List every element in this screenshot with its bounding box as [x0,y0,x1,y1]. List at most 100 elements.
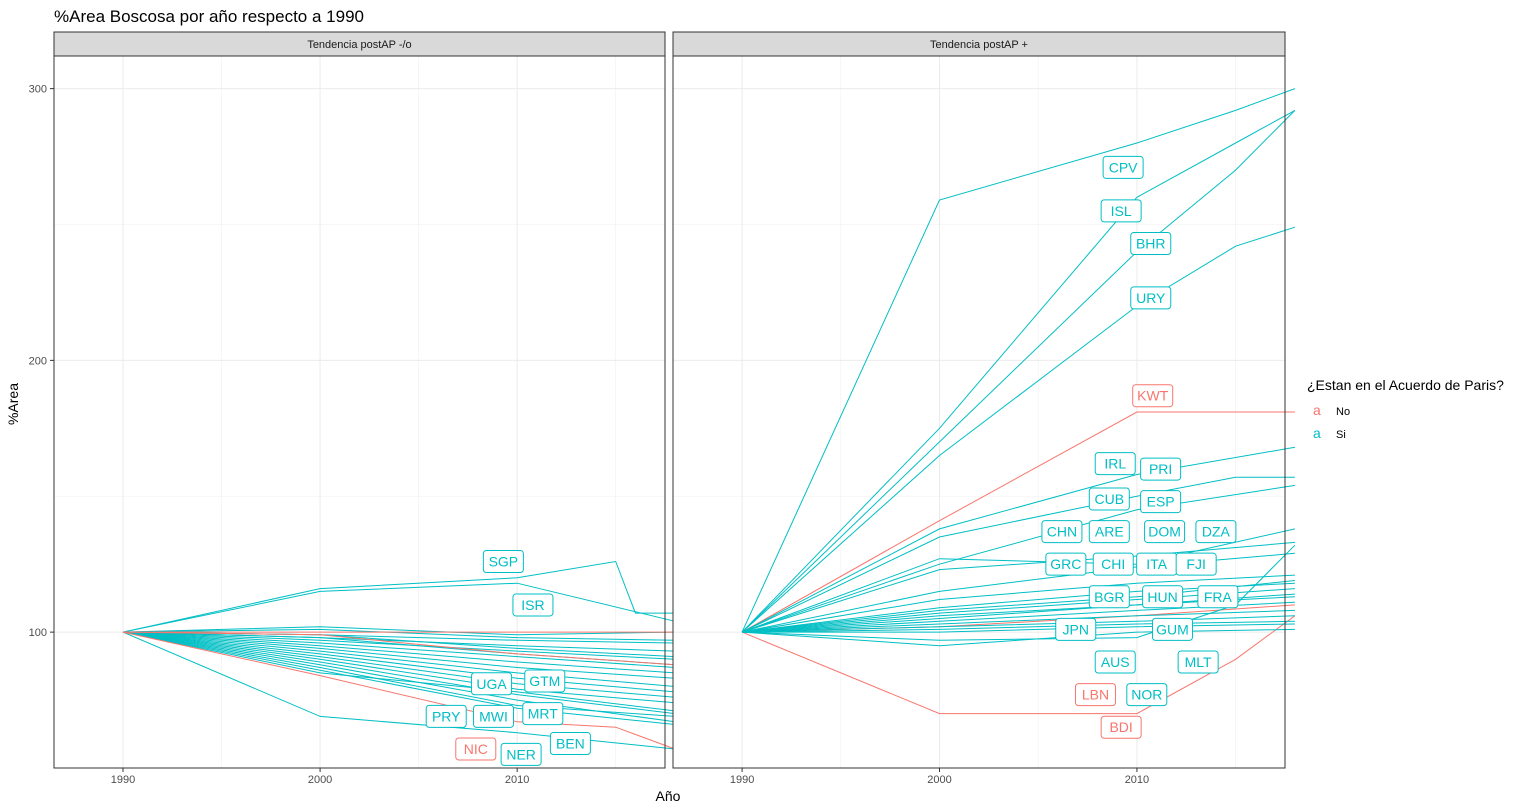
country-label-box [1088,487,1130,511]
country-label-text: NIC [464,741,488,757]
series-line [741,615,1296,715]
country-label: ISL [1100,199,1142,223]
country-label: BGR [1088,585,1130,609]
country-label: HUN [1142,585,1184,609]
y-tick-label: 100 [29,627,47,639]
country-label-box [1041,520,1083,544]
country-label-text: GUM [1156,621,1189,637]
country-label-text: GTM [529,673,560,689]
country-label: JPN [1055,617,1097,641]
country-label-box [1102,155,1144,179]
series-line [741,541,1295,633]
country-label: MRT [522,702,564,726]
country-label: FRA [1197,585,1239,609]
country-label-box [1142,585,1184,609]
country-label-text: ITA [1146,556,1167,572]
legend: ¿Estan en el Acuerdo de Paris? a No a Si [1307,377,1504,441]
series-line [122,631,675,698]
country-label-box [1088,520,1130,544]
country-label-text: FRA [1204,589,1233,605]
country-label-text: BHR [1136,236,1166,252]
country-label-text: ARE [1095,524,1124,540]
country-label: PRY [425,704,467,728]
series-line [742,609,1295,633]
y-tick-label: 200 [29,355,47,367]
country-label: GRC [1045,552,1087,576]
legend-items: a No a Si [1313,402,1350,441]
facet-strip-label: Tendencia postAP + [930,39,1028,51]
country-label: CHI [1092,552,1134,576]
series-line [742,574,1295,633]
country-label-text: UGA [476,676,507,692]
series-line [122,631,675,704]
y-tick-label: 300 [29,84,47,96]
country-label: SGP [482,549,524,573]
facet-panel: Tendencia postAP -/o SGP ISR UGA GTM PRY MWI MR… [29,31,676,786]
country-label-text: ISR [521,597,544,613]
country-label: CPV [1102,155,1144,179]
country-label: BHR [1130,232,1172,256]
country-label: BEN [549,732,591,756]
country-label-text: DOM [1148,524,1181,540]
facet-strip-label: Tendencia postAP -/o [307,39,411,51]
country-label-box [1092,552,1134,576]
series-line [122,631,675,666]
series-line [742,623,1295,633]
country-label-box [425,704,467,728]
country-label: MWI [473,704,515,728]
country-label-box [1094,650,1136,674]
country-label-box [1055,617,1097,641]
country-label-text: CPV [1109,159,1138,175]
country-label-box [1100,199,1142,223]
country-label: UGA [471,672,513,696]
x-axis-title: Año [656,788,681,804]
country-label-text: CUB [1095,491,1125,507]
country-label-text: IRL [1104,456,1126,472]
country-label-text: ISL [1111,203,1132,219]
country-label-text: PRY [432,708,461,724]
series-line [122,631,675,668]
country-label-box [1140,490,1182,514]
series-line [122,631,675,674]
facet-panels: Tendencia postAP -/o SGP ISR UGA GTM PRY MWI MR… [29,31,1296,786]
series-line [741,411,1295,633]
country-label: IRL [1094,452,1136,476]
country-label-text: LBN [1082,687,1109,703]
country-label: ISR [512,593,554,617]
country-label-text: KWT [1137,388,1169,404]
country-label: BDI [1100,715,1142,739]
series-line [741,476,1295,633]
country-label: AUS [1094,650,1136,674]
country-label: ARE [1088,520,1130,544]
country-label-text: FJI [1186,556,1205,572]
country-label-text: NOR [1131,687,1162,703]
series-line [741,88,1296,633]
x-tick-label: 1990 [730,774,754,786]
country-label-text: CHI [1101,556,1125,572]
country-label-box [1144,520,1186,544]
country-label: GUM [1151,617,1193,641]
facet-strip [53,31,666,57]
x-tick-label: 2000 [308,774,332,786]
country-label-text: URY [1136,290,1166,306]
country-label-box [471,672,513,696]
country-label-box [524,669,566,693]
country-label: FJI [1175,552,1217,576]
country-label-box [455,737,497,761]
country-label: LBN [1074,683,1116,707]
legend-label: Si [1336,429,1346,441]
country-label-text: MLT [1185,654,1212,670]
series-line [741,484,1295,633]
country-label-box [1100,715,1142,739]
country-label-text: JPN [1063,621,1089,637]
series-line [741,109,1296,633]
country-label-text: GRC [1050,556,1081,572]
country-label-box [522,702,564,726]
country-label-box [1045,552,1087,576]
country-label-text: DZA [1202,524,1231,540]
country-label-box [1130,286,1172,310]
country-label-box [473,704,515,728]
country-label-text: MRT [528,706,559,722]
legend-key: a [1313,402,1321,418]
series-line [122,631,675,687]
